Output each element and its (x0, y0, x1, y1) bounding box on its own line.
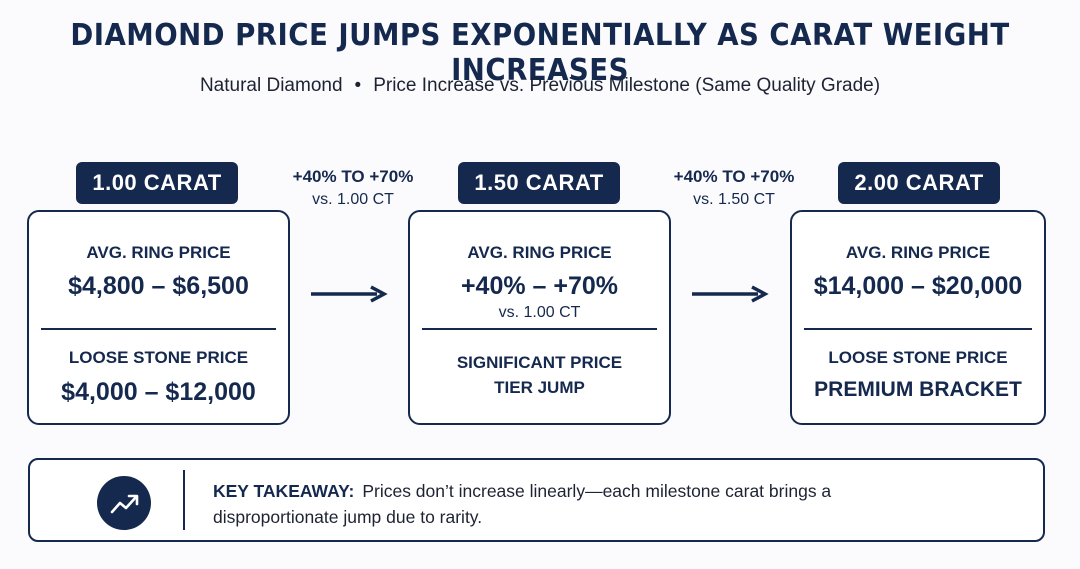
jump-baseline: vs. 1.00 CT (312, 191, 394, 208)
jump-note-2: +40% TO +70% vs. 1.50 CT (654, 167, 814, 209)
page-title: DIAMOND PRICE JUMPS EXPONENTIALLY AS CAR… (70, 18, 1010, 88)
subtitle-left: Natural Diamond (199, 75, 343, 96)
ring-price-baseline: vs. 1.00 CT (498, 304, 581, 321)
loose-stone-label: LOOSE STONE PRICE (68, 348, 249, 367)
jump-percent: +40% TO +70% (292, 167, 414, 186)
jump-note-1: +40% TO +70% vs. 1.00 CT (273, 167, 433, 209)
arrow-right-icon (692, 285, 769, 303)
takeaway-line-1: Prices don’t increase linearly—each mile… (362, 481, 832, 501)
ring-price-label: AVG. RING PRICE (845, 243, 991, 262)
takeaway-line-2: disproportionate jump due to rarity. (213, 507, 483, 527)
card-divider (804, 328, 1032, 330)
loose-stone-label: LOOSE STONE PRICE (828, 348, 1008, 367)
loose-stone-value: $4,000 – $12,000 (61, 378, 256, 406)
ring-price-value: $4,800 – $6,500 (68, 272, 249, 300)
ring-price-label: AVG. RING PRICE (86, 243, 231, 262)
takeaway-divider (183, 470, 185, 530)
takeaway-label: KEY TAKEAWAY: (213, 481, 355, 501)
key-takeaway-box: KEY TAKEAWAY: Prices don’t increase linea… (28, 458, 1045, 542)
tier-jump-line-2: TIER JUMP (494, 378, 585, 397)
ring-price-increase: +40% – +70% (460, 272, 619, 300)
loose-stone-value: PREMIUM BRACKET (814, 378, 1022, 401)
tier-jump-line-1: SIGNIFICANT PRICE (456, 353, 623, 372)
jump-baseline: vs. 1.50 CT (693, 191, 775, 208)
trending-up-icon (97, 476, 151, 530)
ring-price-value: $14,000 – $20,000 (813, 272, 1023, 300)
subtitle: Natural Diamond • Price Increase vs. Previ… (0, 75, 1080, 97)
milestone-card-1: AVG. RING PRICE $4,800 – $6,500 LOOSE ST… (27, 210, 290, 425)
milestone-card-3: AVG. RING PRICE $14,000 – $20,000 LOOSE … (790, 210, 1046, 425)
jump-percent: +40% TO +70% (673, 167, 795, 186)
arrow-right-icon (311, 285, 388, 303)
milestone-pill-2: 1.50 CARAT (458, 162, 620, 204)
milestone-pill-1: 1.00 CARAT (76, 162, 238, 204)
milestone-card-2: AVG. RING PRICE +40% – +70% vs. 1.00 CT … (408, 210, 671, 425)
subtitle-separator: • (354, 75, 362, 96)
subtitle-right: Price Increase vs. Previous Milestone (S… (373, 75, 881, 96)
takeaway-text: KEY TAKEAWAY: Prices don’t increase linea… (213, 478, 1013, 530)
milestone-pill-3: 2.00 CARAT (838, 162, 1000, 204)
card-divider (422, 328, 657, 330)
card-divider (41, 328, 276, 330)
ring-price-label: AVG. RING PRICE (467, 243, 612, 262)
